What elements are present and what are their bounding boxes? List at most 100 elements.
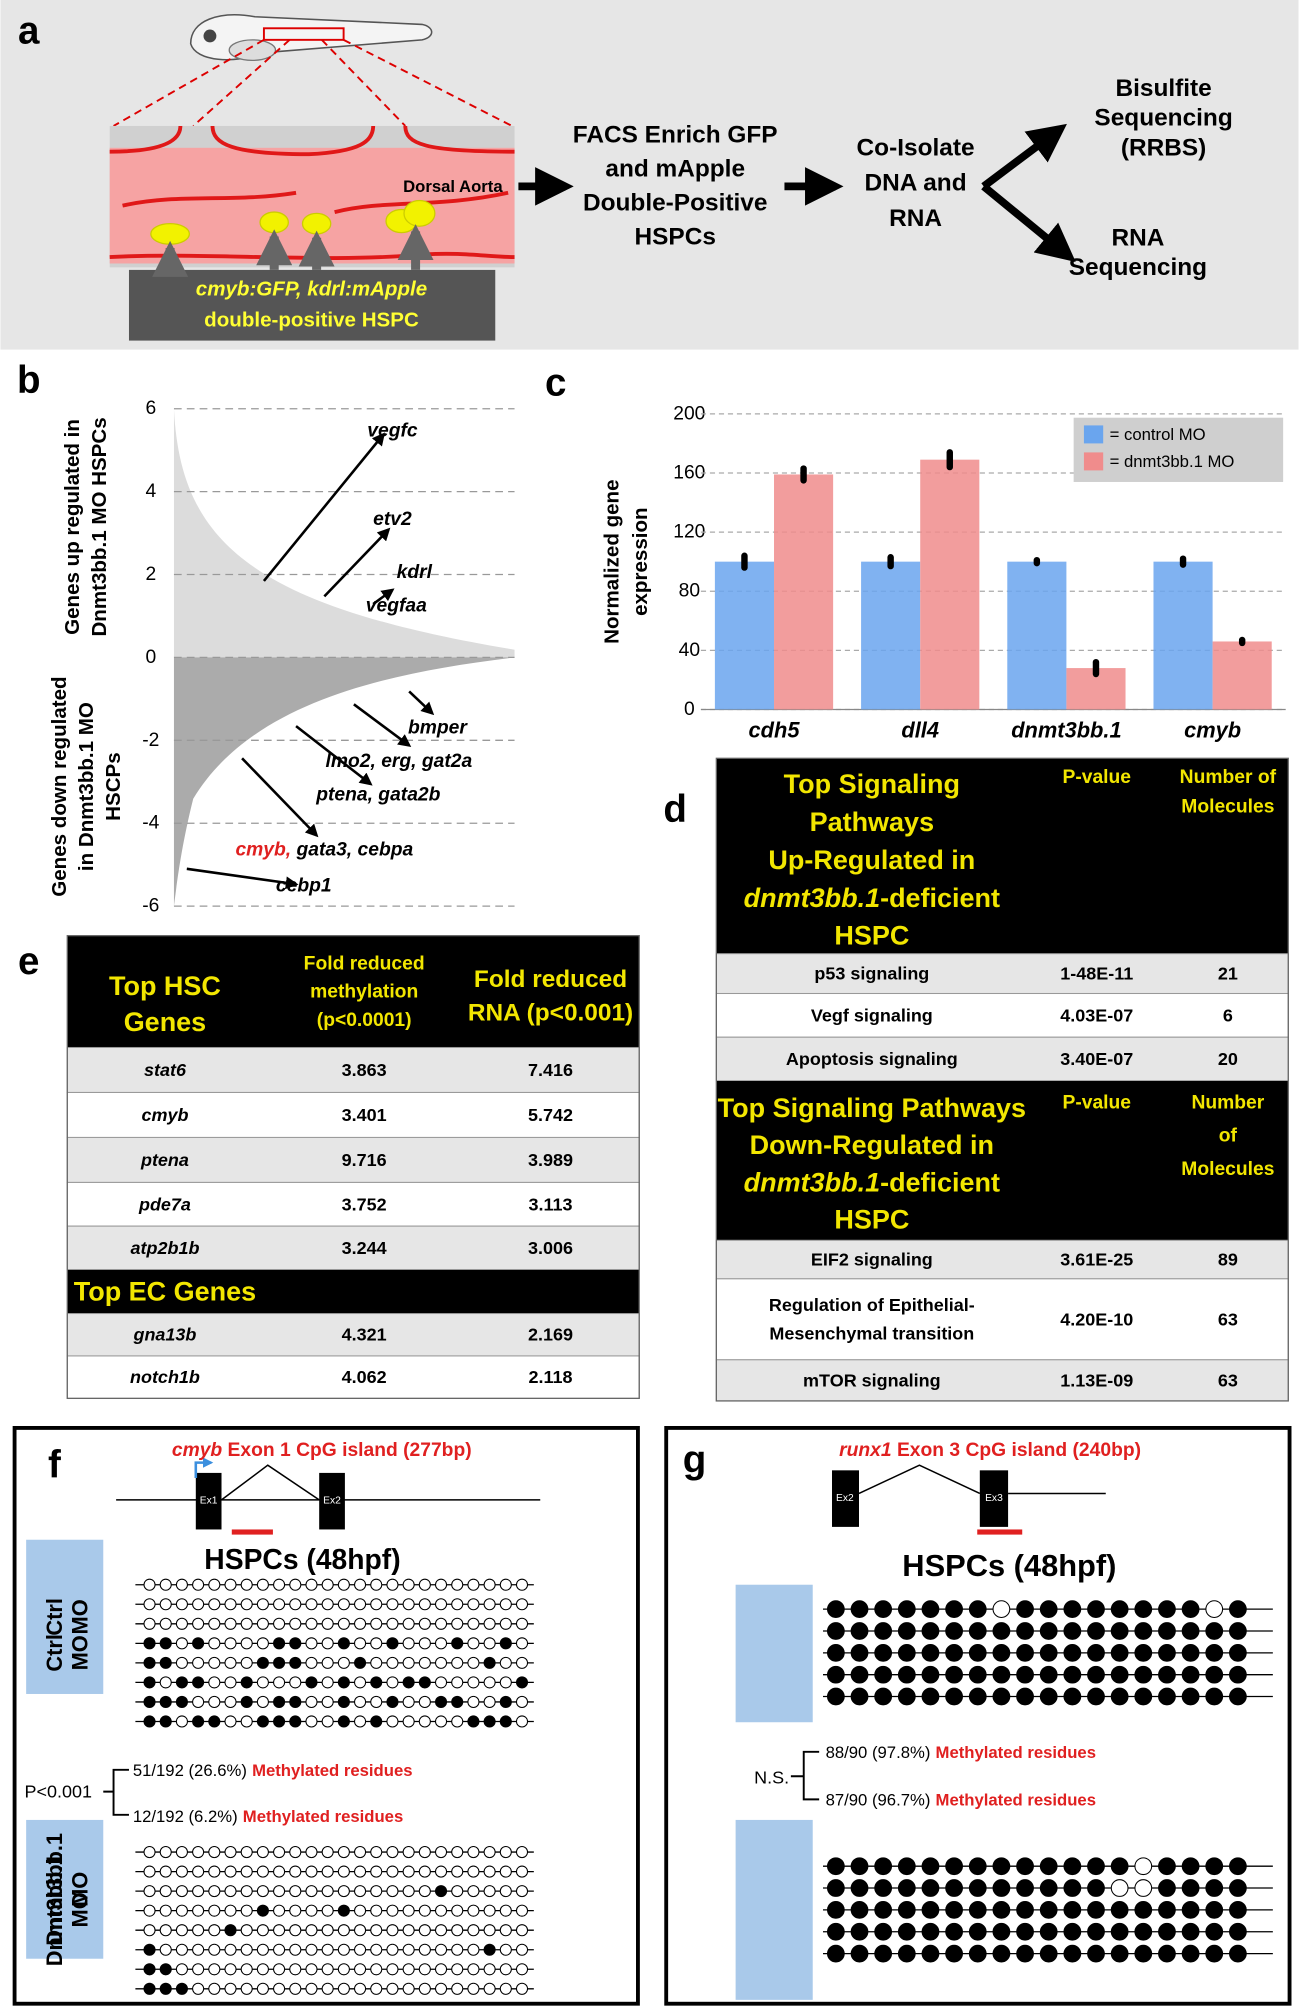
cpg-site [921,1687,940,1706]
column-header: methylation [310,982,418,1003]
cpg-site [402,1656,415,1669]
cpg-site [1205,1901,1224,1919]
cpg-site [321,1846,334,1859]
step-label: DNA and [864,170,966,197]
cpg-site [224,1617,237,1630]
cpg-site [354,1598,367,1611]
cpg-site [175,1656,188,1669]
cpg-site [1087,1687,1105,1706]
cpg-site [1229,1600,1247,1619]
cpg-site [1181,1643,1200,1662]
cpg-site [515,1943,529,1956]
cpg-site [992,1622,1011,1640]
x-tick-label: cmyb [1184,718,1241,743]
cpg-site [208,1715,221,1728]
cpg-site [1039,1600,1058,1619]
cpg-site [159,1617,172,1630]
cpg-site [273,1617,286,1630]
cpg-site [499,1656,512,1669]
cpg-site [483,1676,496,1689]
cpg-site [143,1904,156,1917]
cpg-site [386,1963,399,1976]
cpg-site [273,1963,286,1976]
cpg-site [483,1963,496,1976]
cpg-site [256,1924,269,1937]
cpg-site [273,1656,286,1669]
cpg-site [515,1982,529,1995]
cpg-site [992,1600,1011,1619]
cpg-site [945,1857,963,1876]
cpg-site [289,1982,302,1995]
cpg-bar [231,1529,273,1535]
table-cell: 6 [1223,1005,1233,1025]
column-header: of [1219,1126,1238,1147]
cpg-site [1039,1901,1058,1919]
group-box [26,1539,104,1694]
cpg-site [874,1622,893,1640]
cpg-site [354,1578,367,1591]
y-tick-label: 200 [673,403,705,424]
cpg-site [1039,1857,1058,1876]
cpg-site [897,1643,916,1662]
cpg-site [159,1578,172,1591]
table-cell: Apoptosis signaling [786,1049,958,1069]
column-header: Top HSC [109,971,221,1001]
column-header: P-value [1063,1092,1132,1113]
cpg-site [289,1617,302,1630]
cpg-site [305,1637,318,1650]
cpg-site [467,1695,480,1708]
cpg-site [483,1637,496,1650]
cpg-site [273,1924,286,1937]
cpg-site [850,1665,869,1684]
column-header: Molecules [1181,1159,1274,1180]
cpg-site [1158,1665,1176,1684]
table-frame [66,935,640,1400]
cpg-site [467,1865,480,1878]
y-axis-label: Genes up regulated in [61,419,84,635]
cpg-site [224,1924,237,1937]
cpg-site [305,1578,318,1591]
exon-label: Ex2 [323,1496,341,1507]
cpg-site [370,1695,383,1708]
panel-label: a [18,9,40,52]
cpg-site [968,1857,987,1876]
cpg-site [418,1695,431,1708]
cpg-site [273,1904,286,1917]
cpg-site [143,1617,156,1630]
cpg-site [273,1676,286,1689]
cpg-site [370,1963,383,1976]
cpg-site [897,1879,916,1897]
cpg-site [434,1578,448,1591]
cpg-site [874,1665,893,1684]
cpg-site [826,1665,845,1684]
cpg-site [992,1687,1011,1706]
cpg-site [370,1617,383,1630]
cpg-site [1134,1643,1153,1662]
cpg-site [1181,1857,1200,1876]
cpg-site [826,1622,845,1640]
cpg-site [1087,1922,1105,1941]
panel-title: cmyb Exon 1 CpG island (277bp) [172,1439,472,1460]
cpg-site [826,1687,845,1706]
table-cell: 3.244 [342,1238,387,1258]
table-cell: 9.716 [342,1150,387,1170]
cpg-site [289,1695,302,1708]
cpg-site [273,1865,286,1878]
cpg-site [337,1904,350,1917]
table-row [715,1359,1289,1402]
cpg-site [467,1885,480,1898]
count-value: 12/192 (6.2%) [133,1807,238,1826]
cpg-site [483,1578,496,1591]
cpg-site [305,1865,318,1878]
x-tick-label: dnmt3bb.1 [1011,718,1121,743]
annotation-arrow [353,703,412,747]
cpg-site [418,1656,431,1669]
cpg-site [467,1904,480,1917]
cpg-site [175,1865,188,1878]
cpg-site [240,1943,253,1956]
cpg-site [273,1578,286,1591]
cpg-site [499,1865,512,1878]
step-label: Co-Isolate [857,134,975,161]
cpg-site [370,1865,383,1878]
y-axis-label: expression [629,507,652,616]
